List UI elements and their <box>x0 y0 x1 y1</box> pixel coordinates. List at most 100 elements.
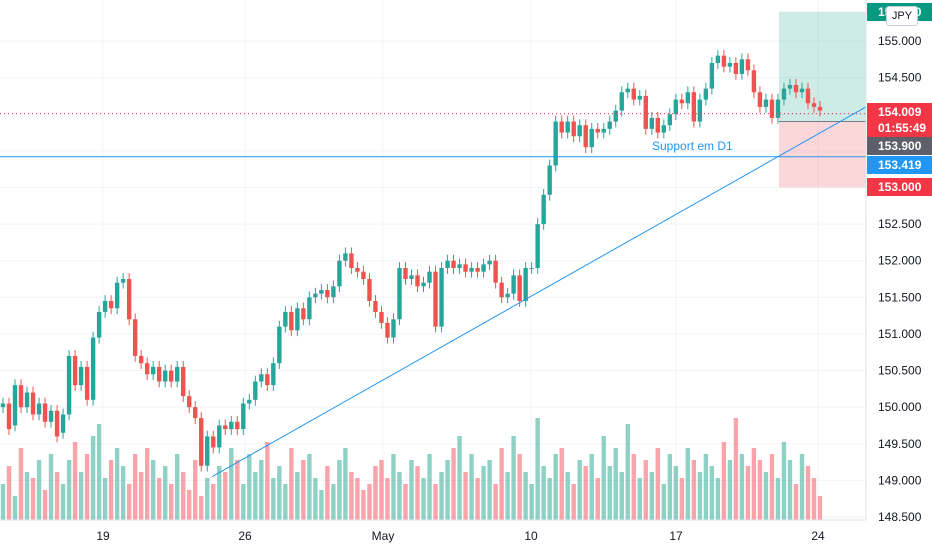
candle-body <box>397 268 402 320</box>
time-axis[interactable] <box>0 520 932 550</box>
candle-body <box>271 363 276 386</box>
price-badge-label: 153.419 <box>878 158 922 172</box>
volume-bar <box>313 478 318 520</box>
stop-zone <box>779 121 866 188</box>
profit-zone <box>779 11 866 122</box>
volume-bar <box>367 484 372 520</box>
candle-body <box>487 260 492 265</box>
volume-bar <box>283 484 288 520</box>
time-tick-label: 19 <box>96 529 110 543</box>
volume-bar <box>577 460 582 520</box>
price-tick-label: 151.500 <box>878 290 922 304</box>
volume-bar <box>457 436 462 520</box>
candle-body <box>499 282 504 298</box>
candle-body <box>102 300 108 312</box>
candle-body <box>727 62 733 67</box>
candle-body <box>367 279 372 301</box>
candle-body <box>655 117 661 133</box>
volume-bar <box>733 418 739 520</box>
volume-bar <box>319 490 324 520</box>
volume-bar <box>739 454 745 520</box>
currency-label[interactable]: JPY <box>886 6 918 26</box>
volume-bar <box>355 478 360 520</box>
volume-bar <box>102 478 108 520</box>
candle-body <box>277 326 282 364</box>
candle-body <box>817 106 823 111</box>
volume-bar <box>337 460 342 520</box>
candle-body <box>337 260 342 287</box>
candle-body <box>319 289 324 294</box>
candle-body <box>433 271 438 327</box>
volume-bar <box>667 454 673 520</box>
volume-bar <box>48 454 54 520</box>
candle-body <box>331 286 336 298</box>
volume-bar <box>361 490 366 520</box>
volume-bar <box>715 478 721 520</box>
candle-body <box>715 55 721 63</box>
volume-bar <box>697 472 703 520</box>
position-zones[interactable] <box>779 11 866 188</box>
candle-body <box>505 293 510 298</box>
volume-bar <box>415 466 420 520</box>
volume-bar <box>685 448 691 520</box>
candle-body <box>156 366 162 382</box>
volume-bar <box>673 466 679 520</box>
price-tick-label: 151.000 <box>878 327 922 341</box>
candle-body <box>775 99 781 118</box>
volume-bar <box>721 442 727 520</box>
support-annotation[interactable]: Support em D1 <box>652 139 733 153</box>
candle-body <box>541 194 546 225</box>
candlesticks[interactable] <box>0 49 823 472</box>
volume-bar <box>385 478 390 520</box>
candle-body <box>355 268 360 272</box>
volume-bar <box>24 472 30 520</box>
candle-body <box>511 275 516 294</box>
candle-body <box>120 279 126 283</box>
volume-bar <box>637 478 642 520</box>
candle-body <box>421 282 426 287</box>
candle-body <box>12 385 18 426</box>
candle-body <box>529 268 534 270</box>
candle-body <box>661 125 667 133</box>
volume-bar <box>463 472 468 520</box>
price-tick-label: 150.000 <box>878 400 922 414</box>
candle-body <box>613 110 618 122</box>
volume-bar <box>691 460 697 520</box>
volume-bar <box>445 460 450 520</box>
candle-body <box>811 103 817 107</box>
candle-body <box>307 297 312 320</box>
volume-bar <box>757 460 763 520</box>
volume-bar <box>619 472 624 520</box>
candle-body <box>60 414 66 433</box>
volume-bars <box>0 418 823 520</box>
volume-bar <box>325 466 330 520</box>
candle-body <box>217 425 222 448</box>
candle-body <box>409 275 414 279</box>
volume-bar <box>373 466 378 520</box>
candle-body <box>805 88 811 104</box>
volume-bar <box>217 466 222 520</box>
candle-body <box>162 370 168 382</box>
volume-bar <box>787 460 793 520</box>
candle-body <box>325 289 330 298</box>
volume-bar <box>661 484 667 520</box>
candle-body <box>439 268 444 327</box>
grid-lines <box>0 0 866 520</box>
candle-body <box>601 128 606 133</box>
volume-bar <box>799 454 805 520</box>
candle-body <box>253 381 258 400</box>
volume-bar <box>60 484 66 520</box>
volume-bar <box>277 466 282 520</box>
price-axis[interactable] <box>866 0 932 520</box>
volume-bar <box>511 436 516 520</box>
candle-body <box>361 271 366 279</box>
volume-bar <box>265 442 270 520</box>
volume-bar <box>583 466 588 520</box>
drawing-lines[interactable] <box>0 106 867 478</box>
candle-body <box>649 117 654 129</box>
candle-body <box>463 264 468 272</box>
volume-bar <box>108 460 114 520</box>
candle-body <box>787 84 793 89</box>
candle-body <box>42 403 48 422</box>
